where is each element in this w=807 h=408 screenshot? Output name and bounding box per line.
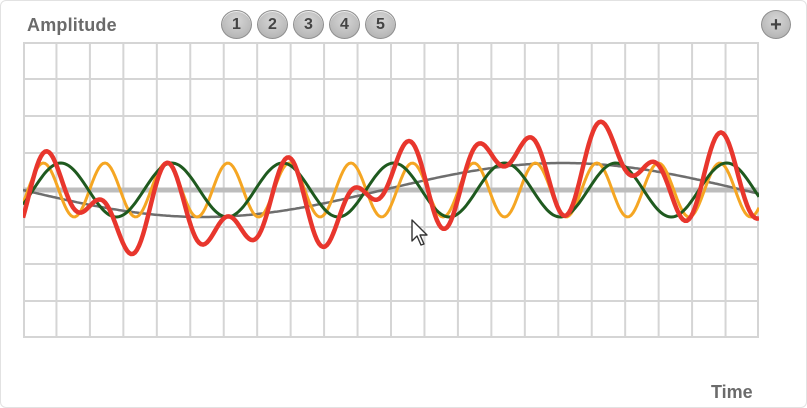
wave-button-1[interactable]: 1 xyxy=(221,10,252,39)
wave-button-4[interactable]: 4 xyxy=(329,10,360,39)
wave-line-gray xyxy=(23,161,759,219)
wave-plot[interactable] xyxy=(23,42,759,338)
wave-line-sum xyxy=(23,119,759,257)
wave-button-2[interactable]: 2 xyxy=(257,10,288,39)
mouse-pointer-icon xyxy=(411,219,428,246)
add-wave-button[interactable]: + xyxy=(761,10,791,39)
wave-button-3[interactable]: 3 xyxy=(293,10,324,39)
wave-line-green xyxy=(23,161,759,219)
wave-line-orange xyxy=(23,161,759,219)
plus-icon: + xyxy=(770,13,782,36)
wave-selector: 1 2 3 4 5 xyxy=(221,10,396,40)
time-axis-label: Time xyxy=(711,382,753,402)
amplitude-axis-label: Amplitude xyxy=(27,15,117,35)
wave-button-5[interactable]: 5 xyxy=(365,10,396,39)
